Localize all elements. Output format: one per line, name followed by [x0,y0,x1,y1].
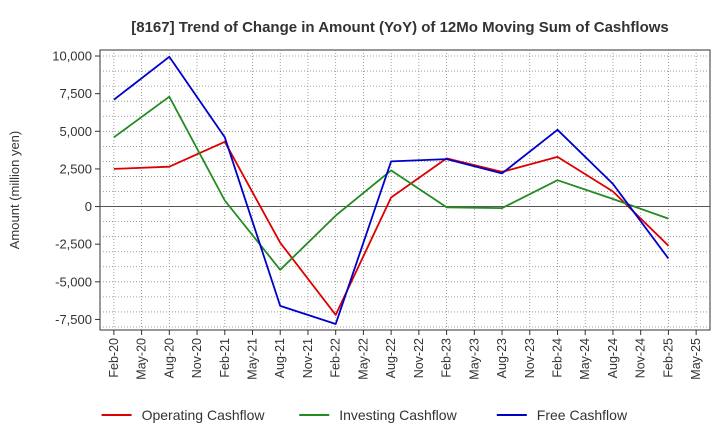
y-tick-label: 10,000 [52,49,92,64]
series-layer [113,55,670,325]
x-tick-label: Feb-24 [551,338,565,378]
y-tick-label: 0 [85,199,92,214]
legend-item: Operating Cashflow [101,407,266,423]
x-tick-label: Aug-24 [606,338,620,378]
axis-layer: 10,000 7,500 5,000 2,500 0 -2,500 -5,000 -7,500… [52,49,703,380]
x-tick-label: Feb-21 [218,338,232,378]
chart-title: [8167] Trend of Change in Amount (YoY) o… [131,19,669,36]
x-tick-label: May-25 [689,338,703,380]
x-tick-label: Feb-25 [661,338,675,378]
y-tick-label: -7,500 [55,312,92,327]
legend-item: Free Cashflow [496,407,628,423]
y-tick-label: 2,500 [59,161,92,176]
x-tick-label: May-22 [356,338,370,380]
x-tick-label: Aug-20 [162,338,176,378]
legend-label: Free Cashflow [537,407,628,423]
legend: Operating Cashflow Investing Cashflow Free… [101,407,628,423]
x-tick-label: May-23 [467,338,481,380]
x-tick-label: Aug-21 [273,338,287,378]
x-tick-label: Nov-23 [523,338,537,378]
x-tick-label: Nov-20 [190,338,204,378]
plot-area [99,49,711,331]
legend-label: Operating Cashflow [142,407,266,423]
x-tick-label: Nov-21 [301,338,315,378]
x-tick-label: Aug-23 [495,338,509,378]
x-tick-label: Feb-22 [329,338,343,378]
x-tick-label: May-20 [135,338,149,380]
legend-item: Investing Cashflow [299,407,458,423]
x-tick-label: Aug-22 [384,338,398,378]
y-tick-label: 7,500 [59,86,92,101]
x-tick-label: Feb-20 [107,338,121,378]
y-tick-label: -5,000 [55,274,92,289]
grid-layer [99,49,711,331]
legend-label: Investing Cashflow [339,407,457,423]
x-tick-label: May-24 [578,338,592,380]
series-line-investing-cashflow [113,95,669,271]
x-tick-label: Nov-24 [634,338,648,378]
series-line-operating-cashflow [113,140,670,316]
y-tick-label: 5,000 [59,124,92,139]
y-axis-label: Amount (million yen) [7,131,22,250]
x-tick-label: Feb-23 [440,338,454,378]
series-line-free-cashflow [113,55,670,325]
x-tick-label: Nov-22 [412,338,426,378]
y-tick-label: -2,500 [55,237,92,252]
x-tick-label: May-21 [246,338,260,380]
